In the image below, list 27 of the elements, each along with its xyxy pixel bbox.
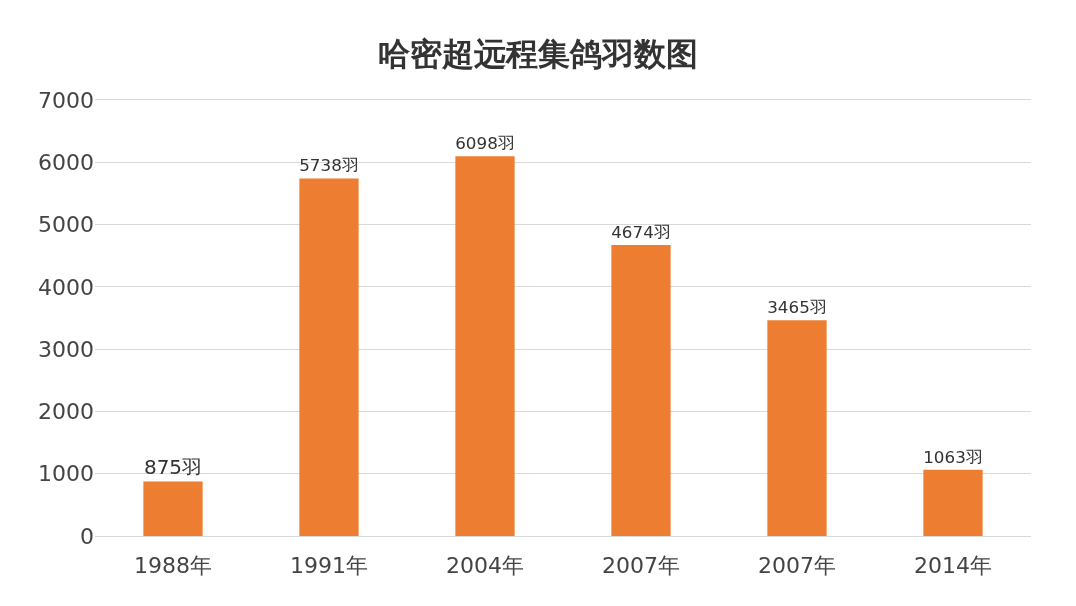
x-tick-label: 2014年 [914, 553, 992, 579]
y-tick-label: 3000 [38, 336, 94, 362]
data-label: 875羽 [143, 454, 203, 479]
data-label: 4674羽 [611, 221, 671, 242]
bar [767, 320, 827, 536]
data-label: 3465羽 [767, 297, 827, 317]
x-tick-label: 1991年 [290, 553, 368, 579]
y-tick-label: 2000 [38, 399, 94, 425]
chart-title: 哈密超远程集鸽羽数图 [378, 34, 698, 73]
bar [923, 469, 983, 536]
data-label: 5738羽 [299, 155, 359, 176]
bar [611, 244, 671, 536]
data-label: 1063羽 [923, 446, 983, 467]
y-tick-label: 5000 [38, 212, 94, 238]
y-tick-label: 4000 [38, 274, 94, 300]
data-label: 6098羽 [455, 133, 515, 153]
y-tick-label: 0 [80, 523, 94, 549]
bar [455, 156, 515, 536]
y-tick-label: 6000 [38, 149, 94, 175]
bar [299, 178, 359, 536]
x-tick-label: 1988年 [134, 553, 212, 579]
x-tick-label: 2004年 [446, 553, 524, 579]
y-tick-label: 7000 [38, 87, 94, 113]
x-tick-label: 2007年 [758, 553, 836, 579]
bar [143, 481, 203, 536]
x-tick-label: 2007年 [602, 553, 680, 579]
y-tick-label: 1000 [38, 461, 94, 487]
